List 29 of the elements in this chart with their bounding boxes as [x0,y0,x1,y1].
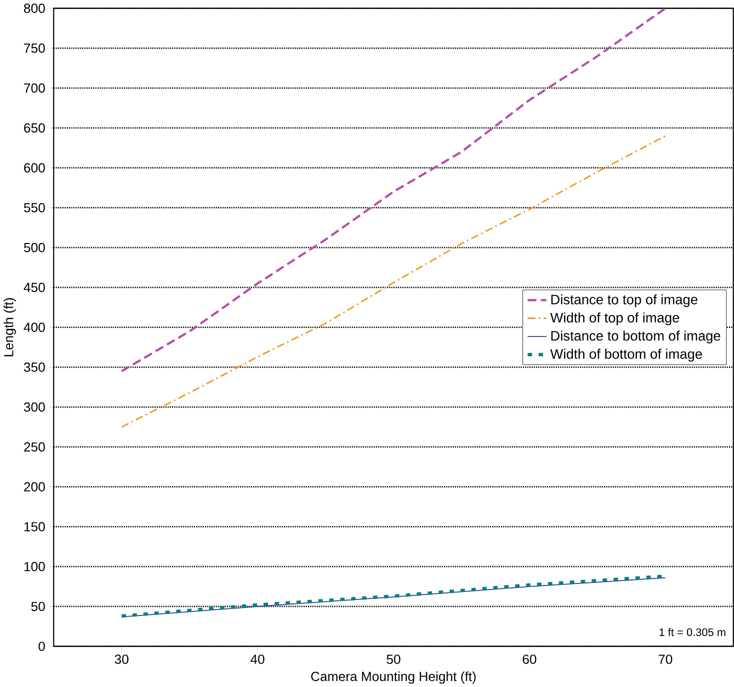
y-tick-label: 150 [24,522,45,532]
y-tick-label: 750 [24,43,45,53]
y-tick-label: 350 [24,362,45,372]
legend-label: Distance to top of image [551,294,698,307]
x-tick-label: 50 [386,654,400,664]
y-axis-title: Length (ft) [4,298,16,356]
x-tick-label: 70 [658,654,672,664]
y-tick-label: 50 [31,602,45,611]
annotation: 1 ft = 0.305 m [660,628,726,636]
legend-label: Width of top of image [550,312,680,326]
x-tick-label: 40 [250,654,264,664]
y-tick-label: 0 [38,642,45,651]
y-tick-label: 600 [24,162,45,172]
legend-label: Width of bottom of image [550,348,702,362]
y-tick-label: 400 [24,322,45,332]
x-tick-label: 60 [522,654,536,664]
y-tick-label: 700 [24,83,45,93]
y-tick-label: 200 [24,482,45,492]
x-axis-title: Camera Mounting Height (ft) [311,671,476,684]
y-tick-label: 500 [24,242,45,252]
y-tick-label: 650 [24,123,45,132]
y-tick-label: 100 [24,562,45,572]
y-tick-label: 450 [24,282,45,292]
y-tick-label: 800 [24,3,45,13]
legend-label: Distance to bottom of image [551,330,720,344]
y-tick-label: 250 [24,442,45,452]
y-tick-label: 550 [24,202,45,212]
x-tick-label: 30 [114,654,128,664]
y-tick-label: 300 [24,402,45,412]
